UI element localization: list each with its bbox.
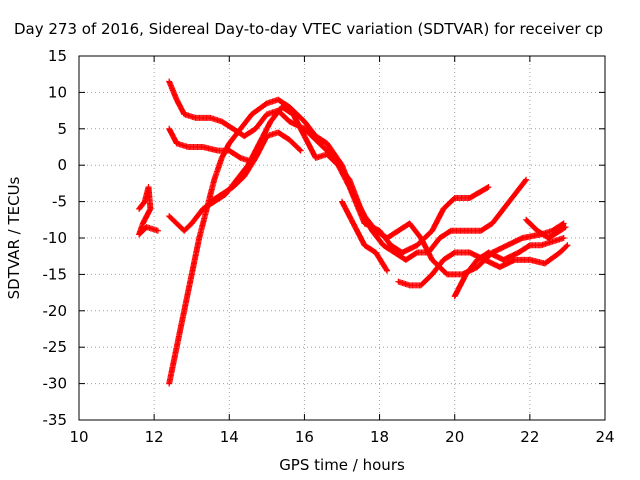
data-point-markers [166, 96, 567, 387]
series-trace-1 [136, 184, 161, 238]
series-trace-10 [523, 216, 569, 241]
series-layer [136, 78, 571, 387]
series-trace-6 [207, 129, 304, 205]
series-trace-4 [166, 125, 255, 165]
y-tick-label: -15 [43, 265, 68, 283]
series-trace-3 [166, 78, 492, 256]
data-point-markers [136, 184, 161, 238]
y-tick-label: -20 [43, 302, 68, 320]
y-tick-label: -10 [43, 229, 68, 247]
x-tick-label: 18 [370, 428, 389, 446]
y-tick-label: -35 [43, 411, 68, 429]
series-trace-2 [166, 96, 567, 387]
y-tick-label: 10 [48, 83, 67, 101]
y-tick-label: 5 [57, 120, 67, 138]
data-point-markers [451, 235, 567, 300]
y-tick-label: -5 [52, 193, 67, 211]
data-point-markers [166, 125, 255, 165]
grid-layer [79, 56, 605, 420]
data-point-markers [339, 198, 391, 274]
x-tick-label: 24 [595, 428, 614, 446]
data-point-markers [523, 216, 569, 241]
y-tick-label: -25 [43, 338, 68, 356]
y-axis-title: SDTVAR / TECUs [5, 176, 23, 299]
x-axis-title: GPS time / hours [279, 456, 405, 474]
series-trace-8 [395, 242, 571, 289]
x-tick-label: 20 [445, 428, 464, 446]
data-point-markers [166, 78, 492, 256]
y-tick-label: 15 [48, 47, 67, 65]
data-point-markers [395, 242, 571, 289]
y-tick-label: -30 [43, 375, 68, 393]
x-tick-label: 16 [295, 428, 314, 446]
x-tick-label: 12 [145, 428, 164, 446]
x-tick-label: 10 [69, 428, 88, 446]
tick-layer: 10 12 14 16 18 20 22 24 -35 -30 -25 -20 -15 -10 -5 0 5 10… [43, 47, 615, 446]
chart-title: Day 273 of 2016, Sidereal Day-to-day VTE… [14, 20, 603, 38]
series-trace-9 [451, 235, 567, 300]
x-tick-label: 22 [520, 428, 539, 446]
series-trace-7 [339, 198, 391, 274]
x-tick-label: 14 [220, 428, 239, 446]
y-tick-label: 0 [57, 156, 67, 174]
data-point-markers [207, 129, 304, 205]
